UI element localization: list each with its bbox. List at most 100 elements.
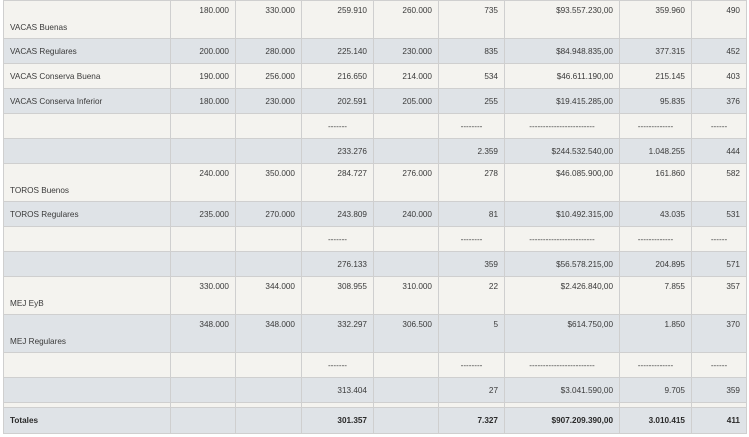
value-cell: 214.000 (373, 63, 439, 89)
livestock-summary-table: VACAS Buenas 180.000 330.000 259.910 260.000… (3, 0, 747, 434)
row-label-cell: Totales (3, 407, 171, 434)
value-cell: 313.404 (301, 377, 374, 403)
value-cell (373, 352, 439, 378)
value-cell (235, 407, 302, 434)
value-cell: 230.000 (235, 88, 302, 114)
subtotal-separator: ------- (301, 226, 374, 252)
value-cell: 330.000 (235, 0, 302, 39)
subtotal-separator: ------------- (619, 226, 692, 252)
table-row: 276.133 359 $56.578.215,00 204.895 571 (3, 251, 747, 277)
value-cell: $907.209.390,00 (504, 407, 620, 434)
table-row: VACAS Buenas 180.000 330.000 259.910 260.000… (3, 0, 747, 39)
value-cell (170, 352, 236, 378)
subtotal-separator: ------ (691, 226, 747, 252)
value-cell: 276.133 (301, 251, 374, 277)
value-cell: 95.835 (619, 88, 692, 114)
value-cell: 202.591 (301, 88, 374, 114)
value-cell: 216.650 (301, 63, 374, 89)
value-cell (170, 226, 236, 252)
value-cell: 190.000 (170, 63, 236, 89)
value-cell: 233.276 (301, 138, 374, 164)
value-cell: 235.000 (170, 201, 236, 227)
value-cell: 377.315 (619, 38, 692, 64)
value-cell: 7.855 (619, 276, 692, 315)
value-cell: 571 (691, 251, 747, 277)
value-cell: 5 (438, 314, 505, 353)
value-cell: 200.000 (170, 38, 236, 64)
value-cell (170, 138, 236, 164)
value-cell: 403 (691, 63, 747, 89)
value-cell: 534 (438, 63, 505, 89)
row-label-cell: MEJ EyB (3, 276, 171, 315)
table-row: VACAS Conserva Buena 190.000 256.000 216.65… (3, 63, 747, 89)
value-cell: 180.000 (170, 88, 236, 114)
value-cell: 344.000 (235, 276, 302, 315)
table-row: 313.404 27 $3.041.590,00 9.705 359 (3, 377, 747, 403)
value-cell: 259.910 (301, 0, 374, 39)
subtotal-separator: ------ (691, 352, 747, 378)
row-label-cell: VACAS Conserva Inferior (3, 88, 171, 114)
value-cell: 835 (438, 38, 505, 64)
value-cell (373, 113, 439, 139)
row-label-cell (3, 226, 171, 252)
value-cell: 27 (438, 377, 505, 403)
value-cell: 1.048.255 (619, 138, 692, 164)
value-cell: $244.532.540,00 (504, 138, 620, 164)
value-cell (373, 407, 439, 434)
value-cell: 9.705 (619, 377, 692, 403)
table-row: 233.276 2.359 $244.532.540,00 1.048.255 444 (3, 138, 747, 164)
value-cell: 306.500 (373, 314, 439, 353)
row-label-cell (3, 113, 171, 139)
value-cell: 280.000 (235, 38, 302, 64)
value-cell: 230.000 (373, 38, 439, 64)
value-cell: 376 (691, 88, 747, 114)
value-cell: $46.085.900,00 (504, 163, 620, 202)
subtotal-separator: -------- (438, 113, 505, 139)
table-body: VACAS Buenas 180.000 330.000 259.910 260.000… (3, 0, 747, 434)
value-cell: 43.035 (619, 201, 692, 227)
value-cell: $46.611.190,00 (504, 63, 620, 89)
value-cell: $2.426.840,00 (504, 276, 620, 315)
value-cell: 735 (438, 0, 505, 39)
value-cell: $93.557.230,00 (504, 0, 620, 39)
value-cell: 332.297 (301, 314, 374, 353)
value-cell: 204.895 (619, 251, 692, 277)
value-cell: 205.000 (373, 88, 439, 114)
value-cell: 180.000 (170, 0, 236, 39)
subtotal-separator: ------------------------ (504, 352, 620, 378)
value-cell: 278 (438, 163, 505, 202)
value-cell: 350.000 (235, 163, 302, 202)
value-cell: 308.955 (301, 276, 374, 315)
value-cell (235, 226, 302, 252)
value-cell: 444 (691, 138, 747, 164)
value-cell: 330.000 (170, 276, 236, 315)
value-cell (235, 352, 302, 378)
table-wrapper: VACAS Buenas 180.000 330.000 259.910 260.000… (3, 0, 747, 434)
subtotal-separator: -------- (438, 352, 505, 378)
value-cell: $84.948.835,00 (504, 38, 620, 64)
value-cell: 22 (438, 276, 505, 315)
totals-row: Totales 301.357 7.327 $907.209.390,00 3.010.… (3, 407, 747, 434)
value-cell: $19.415.285,00 (504, 88, 620, 114)
value-cell: 81 (438, 201, 505, 227)
value-cell: 348.000 (235, 314, 302, 353)
subtotal-separator: ------------------------ (504, 226, 620, 252)
value-cell: 359 (691, 377, 747, 403)
value-cell: 215.145 (619, 63, 692, 89)
row-label-cell (3, 352, 171, 378)
value-cell: 276.000 (373, 163, 439, 202)
value-cell (170, 407, 236, 434)
value-cell: $56.578.215,00 (504, 251, 620, 277)
value-cell: 270.000 (235, 201, 302, 227)
value-cell: 240.000 (170, 163, 236, 202)
row-label-cell (3, 138, 171, 164)
subtotal-separator: ------------------------ (504, 113, 620, 139)
subtotal-separator: ------------- (619, 352, 692, 378)
value-cell (373, 226, 439, 252)
row-label-cell: VACAS Conserva Buena (3, 63, 171, 89)
row-label-cell: MEJ Regulares (3, 314, 171, 353)
row-label-cell: TOROS Regulares (3, 201, 171, 227)
value-cell (170, 113, 236, 139)
value-cell: 301.357 (301, 407, 374, 434)
value-cell: $3.041.590,00 (504, 377, 620, 403)
